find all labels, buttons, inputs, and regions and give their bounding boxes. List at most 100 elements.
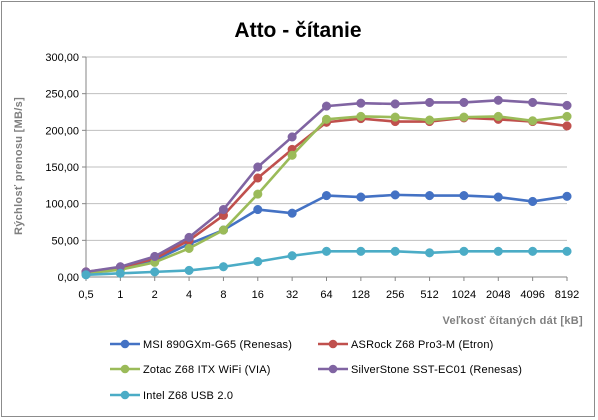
legend-item: Intel Z68 USB 2.0 — [110, 390, 233, 402]
legend-item: SilverStone SST-EC01 (Renesas) — [318, 364, 522, 376]
data-point — [218, 204, 228, 215]
data-point — [562, 121, 572, 131]
y-tick-label: 100,00 — [45, 199, 79, 211]
data-point — [493, 95, 503, 105]
data-point — [493, 246, 503, 256]
x-tick-label: 128 — [352, 289, 370, 301]
series-group — [81, 95, 572, 280]
data-point — [459, 97, 469, 108]
data-point — [287, 251, 297, 261]
y-tick-label: 150,00 — [45, 162, 79, 174]
data-point — [253, 162, 263, 172]
data-point — [287, 208, 297, 218]
legend-item: MSI 890GXm-G65 (Renesas) — [110, 339, 292, 351]
data-point — [184, 265, 194, 275]
data-point — [287, 132, 297, 142]
data-point — [459, 112, 469, 122]
data-point — [528, 196, 538, 207]
data-point — [184, 232, 194, 242]
data-point — [150, 251, 160, 262]
y-tick-label: 250,00 — [45, 89, 79, 101]
y-tick-label: 50,00 — [51, 235, 79, 247]
data-point — [425, 115, 435, 125]
data-point — [562, 246, 572, 256]
axes — [85, 57, 568, 281]
legend-label: Zotac Z68 ITX WiFi (VIA) — [143, 364, 271, 376]
data-point — [493, 111, 503, 121]
legend-label: SilverStone SST-EC01 (Renesas) — [351, 364, 522, 376]
data-point — [459, 191, 469, 201]
data-point — [287, 150, 297, 160]
data-point — [425, 97, 435, 108]
x-tick-label: 8192 — [555, 289, 579, 301]
data-point — [184, 243, 194, 253]
data-point — [150, 267, 160, 277]
data-point — [321, 114, 332, 124]
data-point — [253, 257, 263, 267]
data-point — [81, 270, 91, 280]
x-tick-label: 64 — [320, 289, 332, 301]
data-point — [115, 268, 125, 278]
legend-marker — [120, 364, 130, 374]
legend-label: MSI 890GXm-G65 (Renesas) — [143, 339, 292, 351]
data-point — [356, 111, 366, 121]
data-point — [253, 173, 263, 183]
series-5 — [81, 246, 572, 280]
x-tick-labels: 0,5 1 2 4 8 16 32 64 128 256 512 1024 2048 4096 8192 — [78, 289, 579, 301]
x-tick-label: 2 — [152, 289, 158, 301]
x-tick-label: 4 — [186, 289, 192, 301]
y-axis-title: Rýchlosť prenosu [MB/s] — [13, 97, 25, 235]
x-tick-label: 32 — [286, 289, 298, 301]
data-point — [459, 246, 469, 256]
x-axis-title: Veľkosť čítaných dát [kB] — [443, 315, 584, 327]
data-point — [390, 190, 400, 200]
x-tick-label: 1 — [117, 289, 123, 301]
x-tick-label: 8 — [220, 289, 226, 301]
data-point — [562, 191, 572, 201]
data-point — [493, 192, 503, 202]
data-point — [218, 225, 228, 235]
x-tick-label: 0,5 — [78, 289, 93, 301]
data-point — [356, 192, 366, 202]
grid-lines — [82, 56, 567, 278]
data-point — [356, 98, 366, 108]
legend-label: Intel Z68 USB 2.0 — [143, 390, 233, 402]
data-point — [390, 112, 400, 122]
data-point — [528, 246, 538, 256]
data-point — [321, 101, 332, 111]
data-point — [528, 116, 538, 126]
data-point — [528, 97, 538, 108]
data-point — [562, 111, 572, 121]
data-point — [321, 246, 332, 256]
data-point — [218, 262, 228, 272]
legend-item: ASRock Z68 Pro3-M (Etron) — [318, 339, 494, 351]
legend-marker — [328, 339, 338, 349]
data-point — [390, 246, 400, 256]
y-tick-label: 300,00 — [45, 52, 79, 64]
x-tick-label: 16 — [252, 289, 264, 301]
y-tick-labels: 0,00 50,00 100,00 150,00 200,00 250,00 300,00 — [45, 52, 79, 284]
data-point — [425, 248, 435, 258]
series-4 — [81, 95, 572, 277]
data-point — [425, 191, 435, 201]
data-point — [390, 99, 400, 109]
y-tick-label: 200,00 — [45, 125, 79, 137]
x-tick-label: 2048 — [486, 289, 510, 301]
x-tick-label: 512 — [420, 289, 438, 301]
legend-item: Zotac Z68 ITX WiFi (VIA) — [110, 364, 271, 376]
y-tick-label: 0,00 — [58, 272, 79, 284]
data-point — [562, 100, 572, 110]
data-point — [253, 189, 263, 199]
legend-marker — [328, 364, 338, 374]
x-tick-label: 256 — [386, 289, 404, 301]
x-tick-label: 4096 — [520, 289, 544, 301]
legend-marker — [120, 339, 130, 349]
legend: MSI 890GXm-G65 (Renesas) ASRock Z68 Pro3-… — [110, 339, 522, 402]
data-point — [321, 191, 332, 201]
data-point — [356, 246, 366, 256]
x-tick-label: 1024 — [452, 289, 476, 301]
chart-title: Atto - čítanie — [234, 19, 361, 42]
legend-label: ASRock Z68 Pro3-M (Etron) — [351, 339, 494, 351]
legend-marker — [120, 390, 130, 400]
